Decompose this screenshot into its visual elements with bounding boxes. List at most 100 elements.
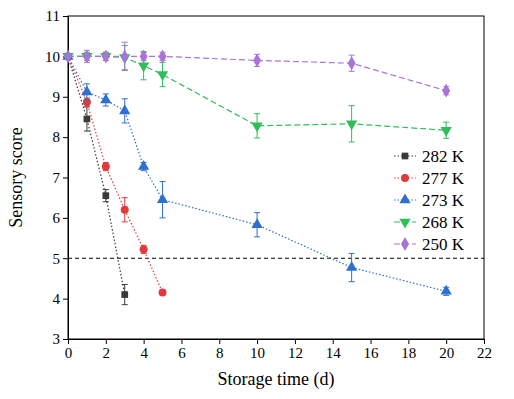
tick-mark [63, 137, 68, 138]
tick: 8 [216, 339, 224, 361]
marker [138, 160, 149, 170]
tick-label: 9 [53, 89, 61, 105]
tick-mark [446, 339, 447, 344]
legend-label: 277 K [422, 169, 465, 188]
error-bar-cap [160, 217, 166, 218]
error-bar-cap [103, 106, 109, 107]
tick: 12 [288, 339, 303, 361]
error-bar-cap [349, 71, 355, 72]
tick-label: 20 [439, 345, 454, 361]
error-bar-cap [349, 55, 355, 56]
tick-mark [371, 339, 372, 344]
marker [157, 193, 168, 203]
data-area [62, 42, 484, 304]
plot-frame [68, 16, 484, 339]
tick-mark [106, 339, 107, 344]
error-bar-cap [443, 122, 449, 123]
tick-label: 16 [364, 345, 380, 361]
error-bar [84, 50, 90, 62]
error-bar-cap [141, 170, 147, 171]
x-axis-title: Storage time (d) [218, 369, 335, 390]
tick-mark [257, 339, 258, 344]
marker [100, 93, 111, 103]
plot: 024681012141618202234567891011 [45, 8, 492, 360]
marker [102, 49, 110, 63]
tick-mark [295, 339, 296, 344]
error-bar-cap [254, 212, 260, 213]
error-bar [122, 198, 128, 222]
tick-label: 12 [288, 345, 303, 361]
error-bar-cap [122, 42, 128, 43]
error-bar-cap [122, 98, 128, 99]
series [65, 53, 128, 305]
tick-mark [144, 339, 145, 344]
tick: 18 [401, 339, 416, 361]
error-bar [84, 107, 90, 131]
marker [84, 116, 91, 123]
x-axis: 0 2 4 6 8 10 12 14 16 18 20 22 [65, 339, 492, 361]
tick: 6 [178, 339, 186, 361]
marker [159, 49, 167, 63]
error-bar-cap [122, 122, 128, 123]
legend-marker [402, 153, 409, 160]
legend-item: 268 K [394, 213, 465, 232]
tick-label: 4 [140, 345, 148, 361]
error-bar-cap [349, 141, 355, 142]
tick-label: 8 [53, 129, 61, 145]
tick: 4 [140, 339, 148, 361]
marker [81, 85, 92, 95]
threshold-line [68, 258, 484, 259]
series-line [68, 56, 125, 294]
error-bar-cap [122, 304, 128, 305]
tick: 4 [53, 291, 69, 307]
tick: 7 [53, 170, 69, 186]
error-bar-cap [84, 83, 90, 84]
tick-label: 14 [326, 345, 342, 361]
marker [83, 49, 91, 63]
legend-marker [401, 237, 409, 251]
tick-mark [333, 339, 334, 344]
marker [251, 123, 262, 133]
marker [346, 261, 357, 271]
error-bar-cap [349, 105, 355, 106]
legend-item: 273 K [394, 191, 465, 210]
error-bar-cap [122, 70, 128, 71]
tick: 20 [439, 339, 454, 361]
axis-line [69, 340, 485, 345]
error-bar-cap [84, 106, 90, 107]
legend-label: 273 K [422, 191, 465, 210]
error-bar-cap [103, 189, 109, 190]
y-axis-title: Sensory score [6, 127, 26, 227]
marker [119, 104, 130, 114]
legend-item: 282 K [394, 147, 465, 166]
tick: 0 [65, 339, 73, 361]
tick-mark [63, 258, 68, 259]
error-bar-cap [443, 138, 449, 139]
marker [140, 49, 148, 63]
tick-label: 7 [53, 170, 61, 186]
tick-mark [63, 178, 68, 179]
tick-label: 22 [477, 345, 492, 361]
tick: 2 [103, 339, 111, 361]
tick-mark [63, 97, 68, 98]
tick-mark [484, 339, 485, 344]
error-bar [103, 163, 109, 171]
tick-label: 10 [250, 345, 265, 361]
legend-label: 282 K [422, 147, 465, 166]
error-bar-cap [103, 201, 109, 202]
marker [159, 289, 167, 297]
error-bar-cap [122, 197, 128, 198]
tick-mark [219, 339, 220, 344]
series-line [68, 56, 446, 291]
error-bar-cap [160, 181, 166, 182]
tick: 22 [477, 339, 492, 361]
error-bar-cap [254, 113, 260, 114]
tick: 3 [53, 331, 69, 347]
tick-mark [181, 339, 182, 344]
series [64, 52, 167, 296]
error-bar [122, 42, 128, 70]
error-bar-cap [84, 131, 90, 132]
legend: 282 K277 K273 K268 K250 K [394, 147, 465, 254]
legend-marker [399, 219, 410, 229]
series [62, 45, 451, 141]
